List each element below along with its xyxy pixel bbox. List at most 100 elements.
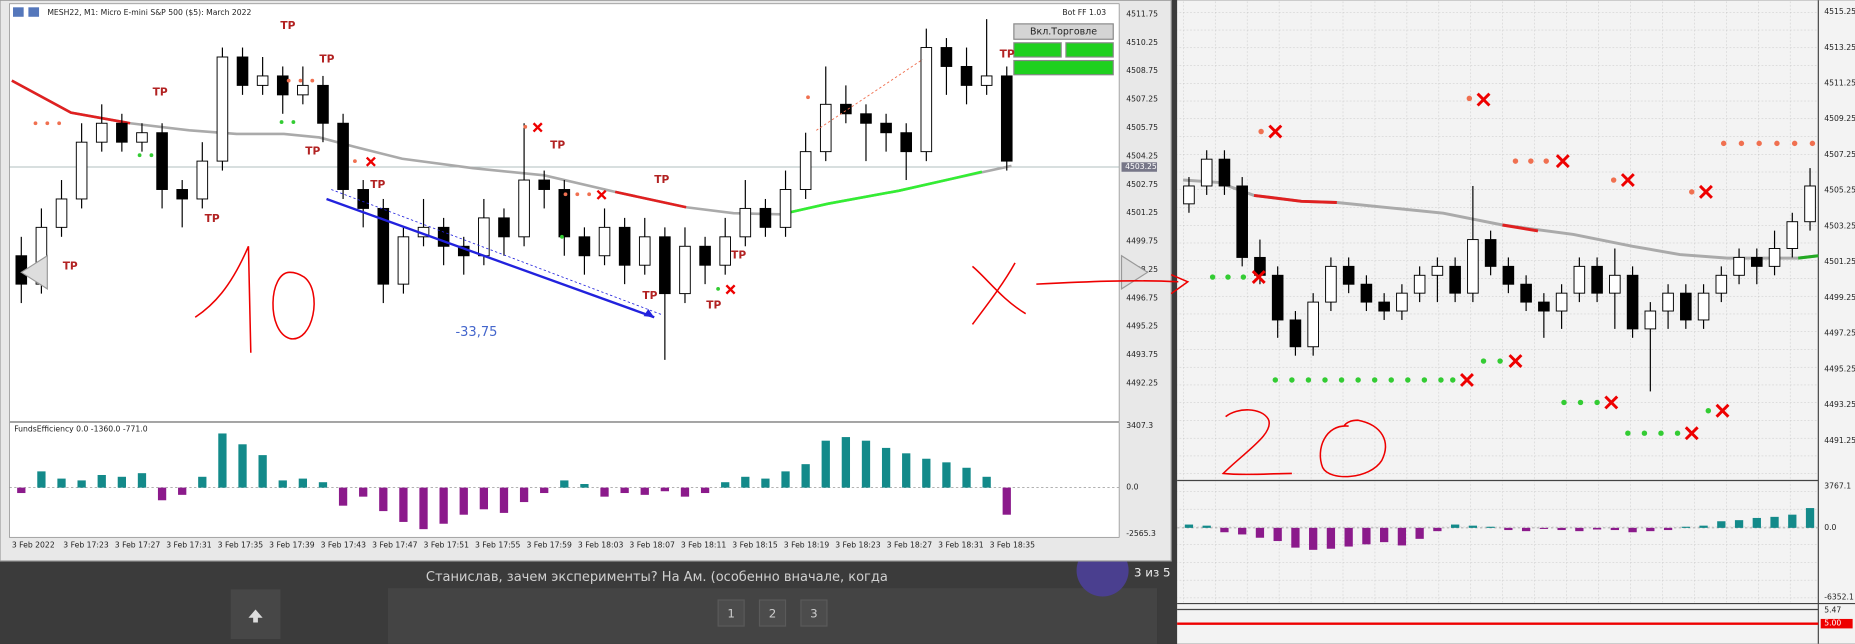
nav-left[interactable] [20, 254, 48, 290]
histogram-bar [359, 487, 368, 497]
histogram-bar [117, 476, 126, 488]
trend-arrow [326, 197, 655, 319]
histogram-bar [278, 480, 287, 488]
trade-button-label: Вкл.Торговле [1030, 27, 1097, 38]
right-indicator-grid [1177, 481, 1819, 603]
histogram-bar [1486, 526, 1495, 528]
candle-body [1378, 301, 1390, 312]
histogram-bar [761, 478, 770, 488]
tp-marker: TP [731, 249, 746, 262]
buy-button[interactable] [1013, 42, 1062, 58]
candle-body [478, 217, 490, 257]
histogram-bar [1628, 527, 1637, 533]
histogram-bar [1220, 527, 1229, 533]
candle-body [719, 236, 731, 266]
histogram-bar [1344, 527, 1353, 547]
right-candles [1183, 150, 1816, 392]
candle-body [819, 103, 832, 153]
candle-body [1768, 248, 1781, 267]
candle-body [297, 84, 309, 96]
x-tick-label: 3 Feb 17:31 [166, 541, 212, 550]
close-button[interactable] [1013, 59, 1114, 76]
histogram-bar [1238, 527, 1247, 535]
bot-label: Bot FF 1.03 [1062, 8, 1106, 17]
level-box [1820, 618, 1853, 629]
histogram-bar [1521, 527, 1531, 532]
histogram-bar [580, 484, 589, 488]
histogram-bar [781, 471, 790, 488]
tp-marker: TP [370, 178, 385, 191]
candle-body [699, 245, 711, 266]
histogram-bar [540, 487, 549, 494]
candle-body [1449, 265, 1461, 294]
candle-body [518, 179, 530, 238]
candle-body [920, 47, 933, 153]
trade-button[interactable] [1013, 23, 1114, 40]
x-tick-label: 3 Feb 17:47 [372, 541, 418, 550]
histogram-bar [620, 487, 629, 494]
handwriting-20 [1221, 409, 1387, 478]
icon [28, 7, 40, 17]
page-button[interactable] [717, 599, 745, 627]
y-tick-label: 4501.25 [1824, 257, 1855, 266]
tp-marker: TP [1000, 48, 1015, 61]
histogram-bar [1663, 527, 1673, 531]
histogram-bar [1184, 524, 1194, 528]
left-histogram [17, 433, 1011, 530]
histogram-bar [17, 487, 26, 494]
y-tick-label: 4493.75 [1126, 350, 1158, 359]
histogram-bar [1699, 525, 1708, 528]
candle-body [196, 160, 209, 200]
candle-body [578, 236, 591, 257]
histogram-bar [1557, 527, 1566, 531]
histogram-bar [198, 476, 207, 488]
candle-body [759, 207, 772, 228]
candle-body [276, 75, 289, 96]
histogram-bar [600, 487, 609, 497]
candle-body [1431, 265, 1444, 276]
x-tick-label: 3 Feb 18:07 [629, 541, 675, 550]
arrow-icon [248, 609, 263, 623]
histogram-bar [37, 471, 46, 488]
stop-dots-red [1258, 95, 1816, 195]
histogram-bar [1309, 527, 1318, 550]
y-tick-label: 4505.75 [1126, 123, 1158, 132]
histogram-bar [218, 433, 227, 488]
candle-body [1467, 239, 1479, 294]
candle-body [1484, 239, 1497, 267]
histogram-bar [922, 458, 931, 488]
candle-body [1413, 274, 1426, 294]
y-tick-label: 4491.25 [1824, 436, 1855, 445]
page-button[interactable] [758, 599, 787, 627]
moving-average-down [614, 190, 687, 209]
candle-body [538, 179, 550, 190]
y-tick-label: 4496.75 [1126, 293, 1158, 302]
candle-body [1644, 310, 1657, 330]
histogram-bar [77, 480, 86, 488]
histogram-bar [57, 478, 66, 488]
y-tick-label: 4505.25 [1824, 186, 1855, 195]
histogram-bar [1273, 527, 1282, 542]
current-price-box [1121, 162, 1158, 172]
y-tick-label: 4507.25 [1126, 95, 1158, 104]
candle-body [940, 47, 953, 67]
candle-body [1200, 158, 1213, 187]
candle-body [1538, 301, 1550, 312]
sell-button[interactable] [1065, 42, 1114, 58]
histogram-bar [982, 476, 991, 488]
x-tick-label: 3 Feb 2022 [12, 541, 55, 550]
tp-marker: TP [706, 298, 721, 311]
candle-body [1591, 265, 1603, 294]
page-button[interactable] [800, 599, 828, 627]
histogram-bar [841, 437, 851, 488]
indicator-tick-label: 3407.3 [1126, 421, 1153, 430]
candle-body [1733, 256, 1745, 276]
candle-body [880, 122, 892, 134]
histogram-bar [1752, 517, 1761, 528]
candle-body [1786, 221, 1799, 249]
candle-body [960, 65, 973, 86]
histogram-bar [419, 487, 428, 530]
histogram-bar [942, 462, 951, 488]
